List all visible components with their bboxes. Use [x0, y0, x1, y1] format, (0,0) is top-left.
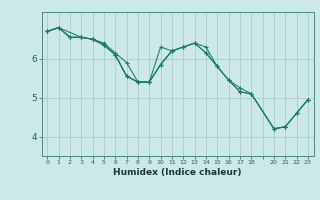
X-axis label: Humidex (Indice chaleur): Humidex (Indice chaleur) — [113, 168, 242, 177]
